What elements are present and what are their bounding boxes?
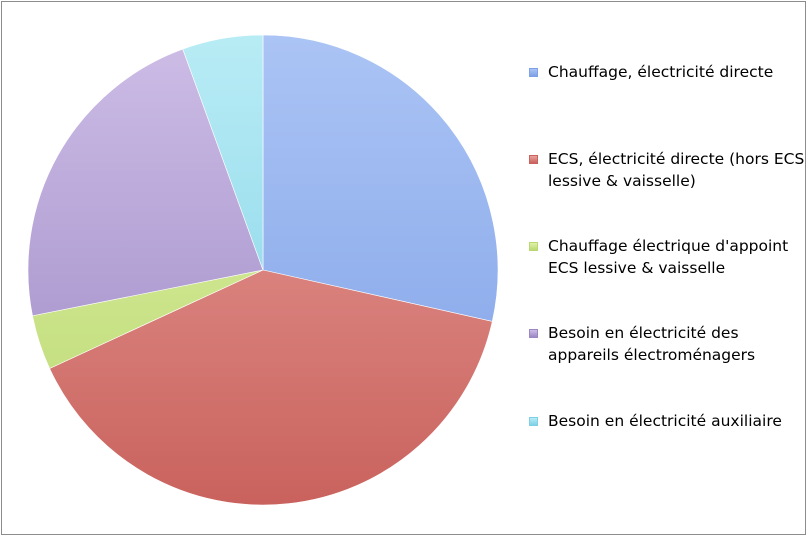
pie-slice-auxiliaire — [182, 34, 264, 271]
legend-item-ecs: ECS, électricité directe (hors ECS lessi… — [529, 148, 809, 192]
legend-item-appoint: Chauffage électrique d'appoint ECS lessi… — [529, 235, 809, 279]
legend-swatch — [529, 68, 538, 77]
legend-item-chauffage: Chauffage, électricité directe — [529, 61, 809, 83]
legend-swatch — [529, 329, 538, 338]
legend-label: Chauffage électrique d'appoint ECS lessi… — [548, 237, 789, 277]
legend-label: ECS, électricité directe (hors ECS lessi… — [548, 150, 805, 190]
legend-swatch — [529, 155, 538, 164]
pie-slice-ecs — [49, 269, 493, 506]
pie-slice-electromenagers — [27, 48, 264, 317]
legend-item-electromenagers: Besoin en électricité des appareils élec… — [529, 322, 809, 366]
legend-item-auxiliaire: Besoin en électricité auxiliaire — [529, 410, 809, 432]
legend-label: Besoin en électricité auxiliaire — [548, 412, 782, 430]
legend-label: Chauffage, électricité directe — [548, 63, 774, 81]
legend-swatch — [529, 242, 538, 251]
legend-label: Besoin en électricité des appareils élec… — [548, 324, 756, 364]
pie-slice-chauffage — [262, 34, 499, 322]
legend-swatch — [529, 417, 538, 426]
